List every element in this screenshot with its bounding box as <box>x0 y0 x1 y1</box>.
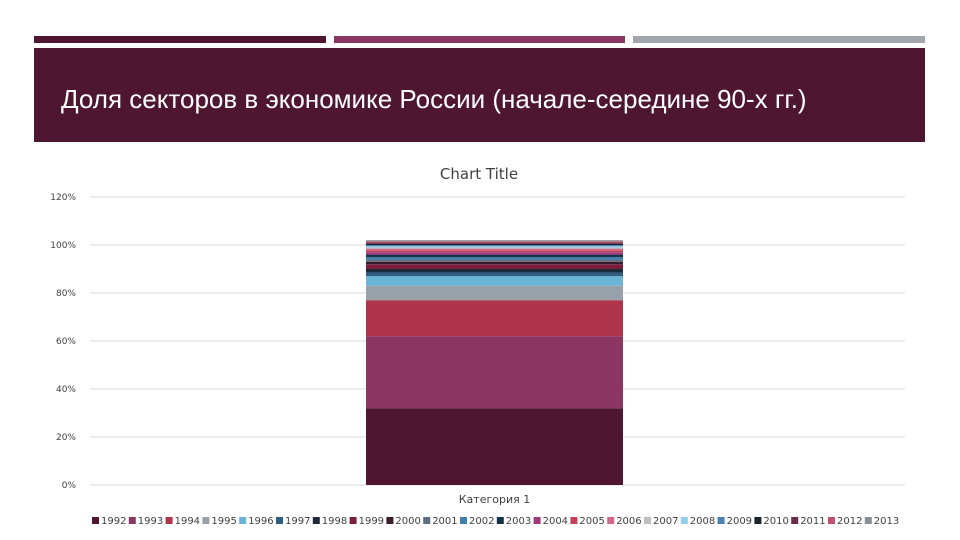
legend-swatch-2001 <box>423 517 431 524</box>
legend-swatch-2006 <box>607 517 615 524</box>
legend-swatch-1999 <box>349 517 357 524</box>
legend-label-2008: 2008 <box>690 516 715 527</box>
legend-swatch-2000 <box>386 517 394 524</box>
accent-bar-right <box>633 36 925 43</box>
bar-segment-1997 <box>366 272 623 277</box>
legend-label-1996: 1996 <box>248 516 273 527</box>
title-banner <box>34 48 925 142</box>
legend-swatch-2005 <box>570 517 578 524</box>
y-tick-label: 40% <box>56 385 76 395</box>
legend-label-1994: 1994 <box>175 516 200 527</box>
legend-swatch-1994 <box>165 517 173 524</box>
legend-label-2003: 2003 <box>506 516 531 527</box>
legend-swatch-2011 <box>791 517 799 524</box>
y-tick-label: 0% <box>62 481 77 491</box>
legend-label-1995: 1995 <box>211 516 236 527</box>
y-tick-label: 120% <box>50 193 76 203</box>
x-tick-label: Категория 1 <box>459 493 530 506</box>
legend-swatch-1996 <box>239 517 247 524</box>
legend-swatch-1992 <box>92 517 99 524</box>
legend-label-2002: 2002 <box>469 516 494 527</box>
bar-segment-2012 <box>366 241 623 243</box>
bar-segment-2010 <box>366 243 623 245</box>
bar-segment-2003 <box>366 254 623 257</box>
legend-label-2006: 2006 <box>616 516 641 527</box>
legend-label-1993: 1993 <box>138 516 163 527</box>
legend-swatch-1998 <box>312 517 320 524</box>
bar-segment-1992 <box>366 408 623 485</box>
bar-segment-2001 <box>366 259 623 262</box>
bar-segment-1999 <box>366 264 623 269</box>
legend-swatch-2004 <box>533 517 541 524</box>
legend-swatch-2013 <box>864 517 872 524</box>
legend-label-1992: 1992 <box>101 516 126 527</box>
bar-segment-2006 <box>366 248 623 251</box>
bar-segment-2007 <box>366 247 623 249</box>
bar-segment-1998 <box>366 269 623 273</box>
legend-label-2004: 2004 <box>543 516 568 527</box>
legend-label-1997: 1997 <box>285 516 310 527</box>
legend-swatch-2008 <box>680 517 688 524</box>
legend-swatch-1997 <box>276 517 283 524</box>
bar-segment-2000 <box>366 261 623 265</box>
legend-label-2009: 2009 <box>727 516 752 527</box>
legend-swatch-1993 <box>128 517 136 524</box>
legend-label-1998: 1998 <box>322 516 347 527</box>
legend-label-2010: 2010 <box>763 516 788 527</box>
bar-segment-2009 <box>366 245 623 247</box>
bar-segment-1994 <box>366 300 623 337</box>
bar-segment-2013 <box>366 240 623 242</box>
bar-segment-1993 <box>366 336 623 409</box>
legend-swatch-2003 <box>496 517 504 524</box>
bar-segment-2008 <box>366 246 623 248</box>
chart-title: Chart Title <box>440 165 518 183</box>
legend-label-2012: 2012 <box>837 516 862 527</box>
legend-label-2007: 2007 <box>653 516 678 527</box>
legend-label-2011: 2011 <box>800 516 825 527</box>
legend-swatch-1995 <box>202 517 210 524</box>
legend-label-2005: 2005 <box>579 516 604 527</box>
legend-swatch-2002 <box>460 517 467 524</box>
legend-label-2000: 2000 <box>395 516 420 527</box>
legend-swatch-2010 <box>754 517 762 524</box>
bar-segment-1996 <box>366 276 623 286</box>
accent-bar-left <box>34 36 326 43</box>
y-tick-label: 100% <box>50 241 76 251</box>
y-tick-label: 20% <box>56 433 76 443</box>
bar-segment-2011 <box>366 242 623 244</box>
bar-segment-2005 <box>366 250 623 253</box>
bar-segment-2002 <box>366 257 623 260</box>
y-tick-label: 80% <box>56 289 76 299</box>
y-tick-label: 60% <box>56 337 76 347</box>
legend-swatch-2012 <box>828 517 835 524</box>
accent-bar-middle <box>334 36 625 43</box>
legend-label-1999: 1999 <box>359 516 384 527</box>
legend-swatch-2009 <box>717 517 725 524</box>
legend-label-2001: 2001 <box>432 516 457 527</box>
bar-segment-2004 <box>366 252 623 255</box>
slide-title: Доля секторов в экономике России (начале… <box>61 84 807 114</box>
legend-label-2013: 2013 <box>874 516 899 527</box>
legend-swatch-2007 <box>644 517 651 524</box>
bar-segment-1995 <box>366 285 623 301</box>
